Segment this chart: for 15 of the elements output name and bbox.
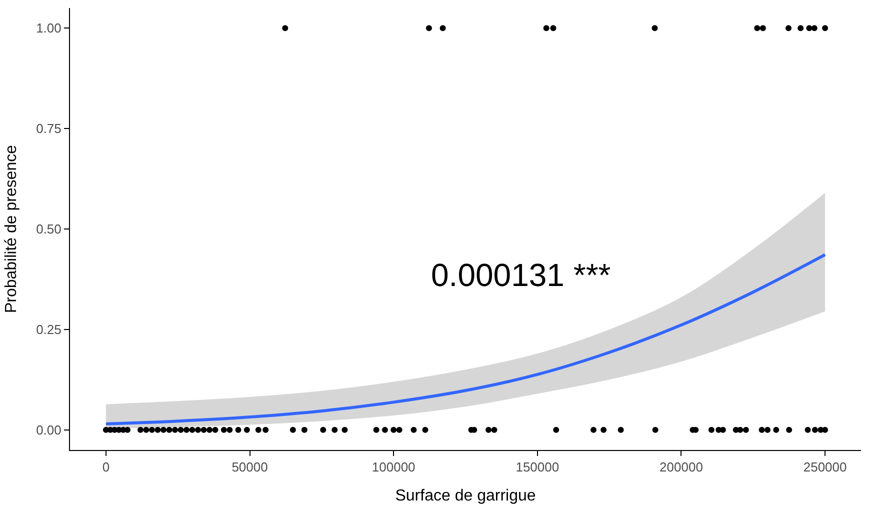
y-tick-label: 0.50 [36,222,62,237]
x-tick-label: 100000 [372,460,416,475]
x-tick-label: 250000 [803,460,847,475]
x-tick-label: 200000 [660,460,703,475]
y-tick-label: 0.25 [36,322,62,337]
x-tick-label: 150000 [516,460,560,475]
x-axis-title: Surface de garrigue [395,487,536,504]
y-tick-label: 1.00 [36,20,62,36]
y-tick-label: 0.00 [36,422,62,438]
line-series [104,253,827,426]
y-tick-label: 0.75 [36,121,62,136]
x-tick-label: 50000 [232,460,268,475]
annotation: 0.000131 *** [431,257,611,293]
y-axis-title: Probabilité de presence [2,144,20,314]
x-tick-label: 0 [102,460,110,475]
